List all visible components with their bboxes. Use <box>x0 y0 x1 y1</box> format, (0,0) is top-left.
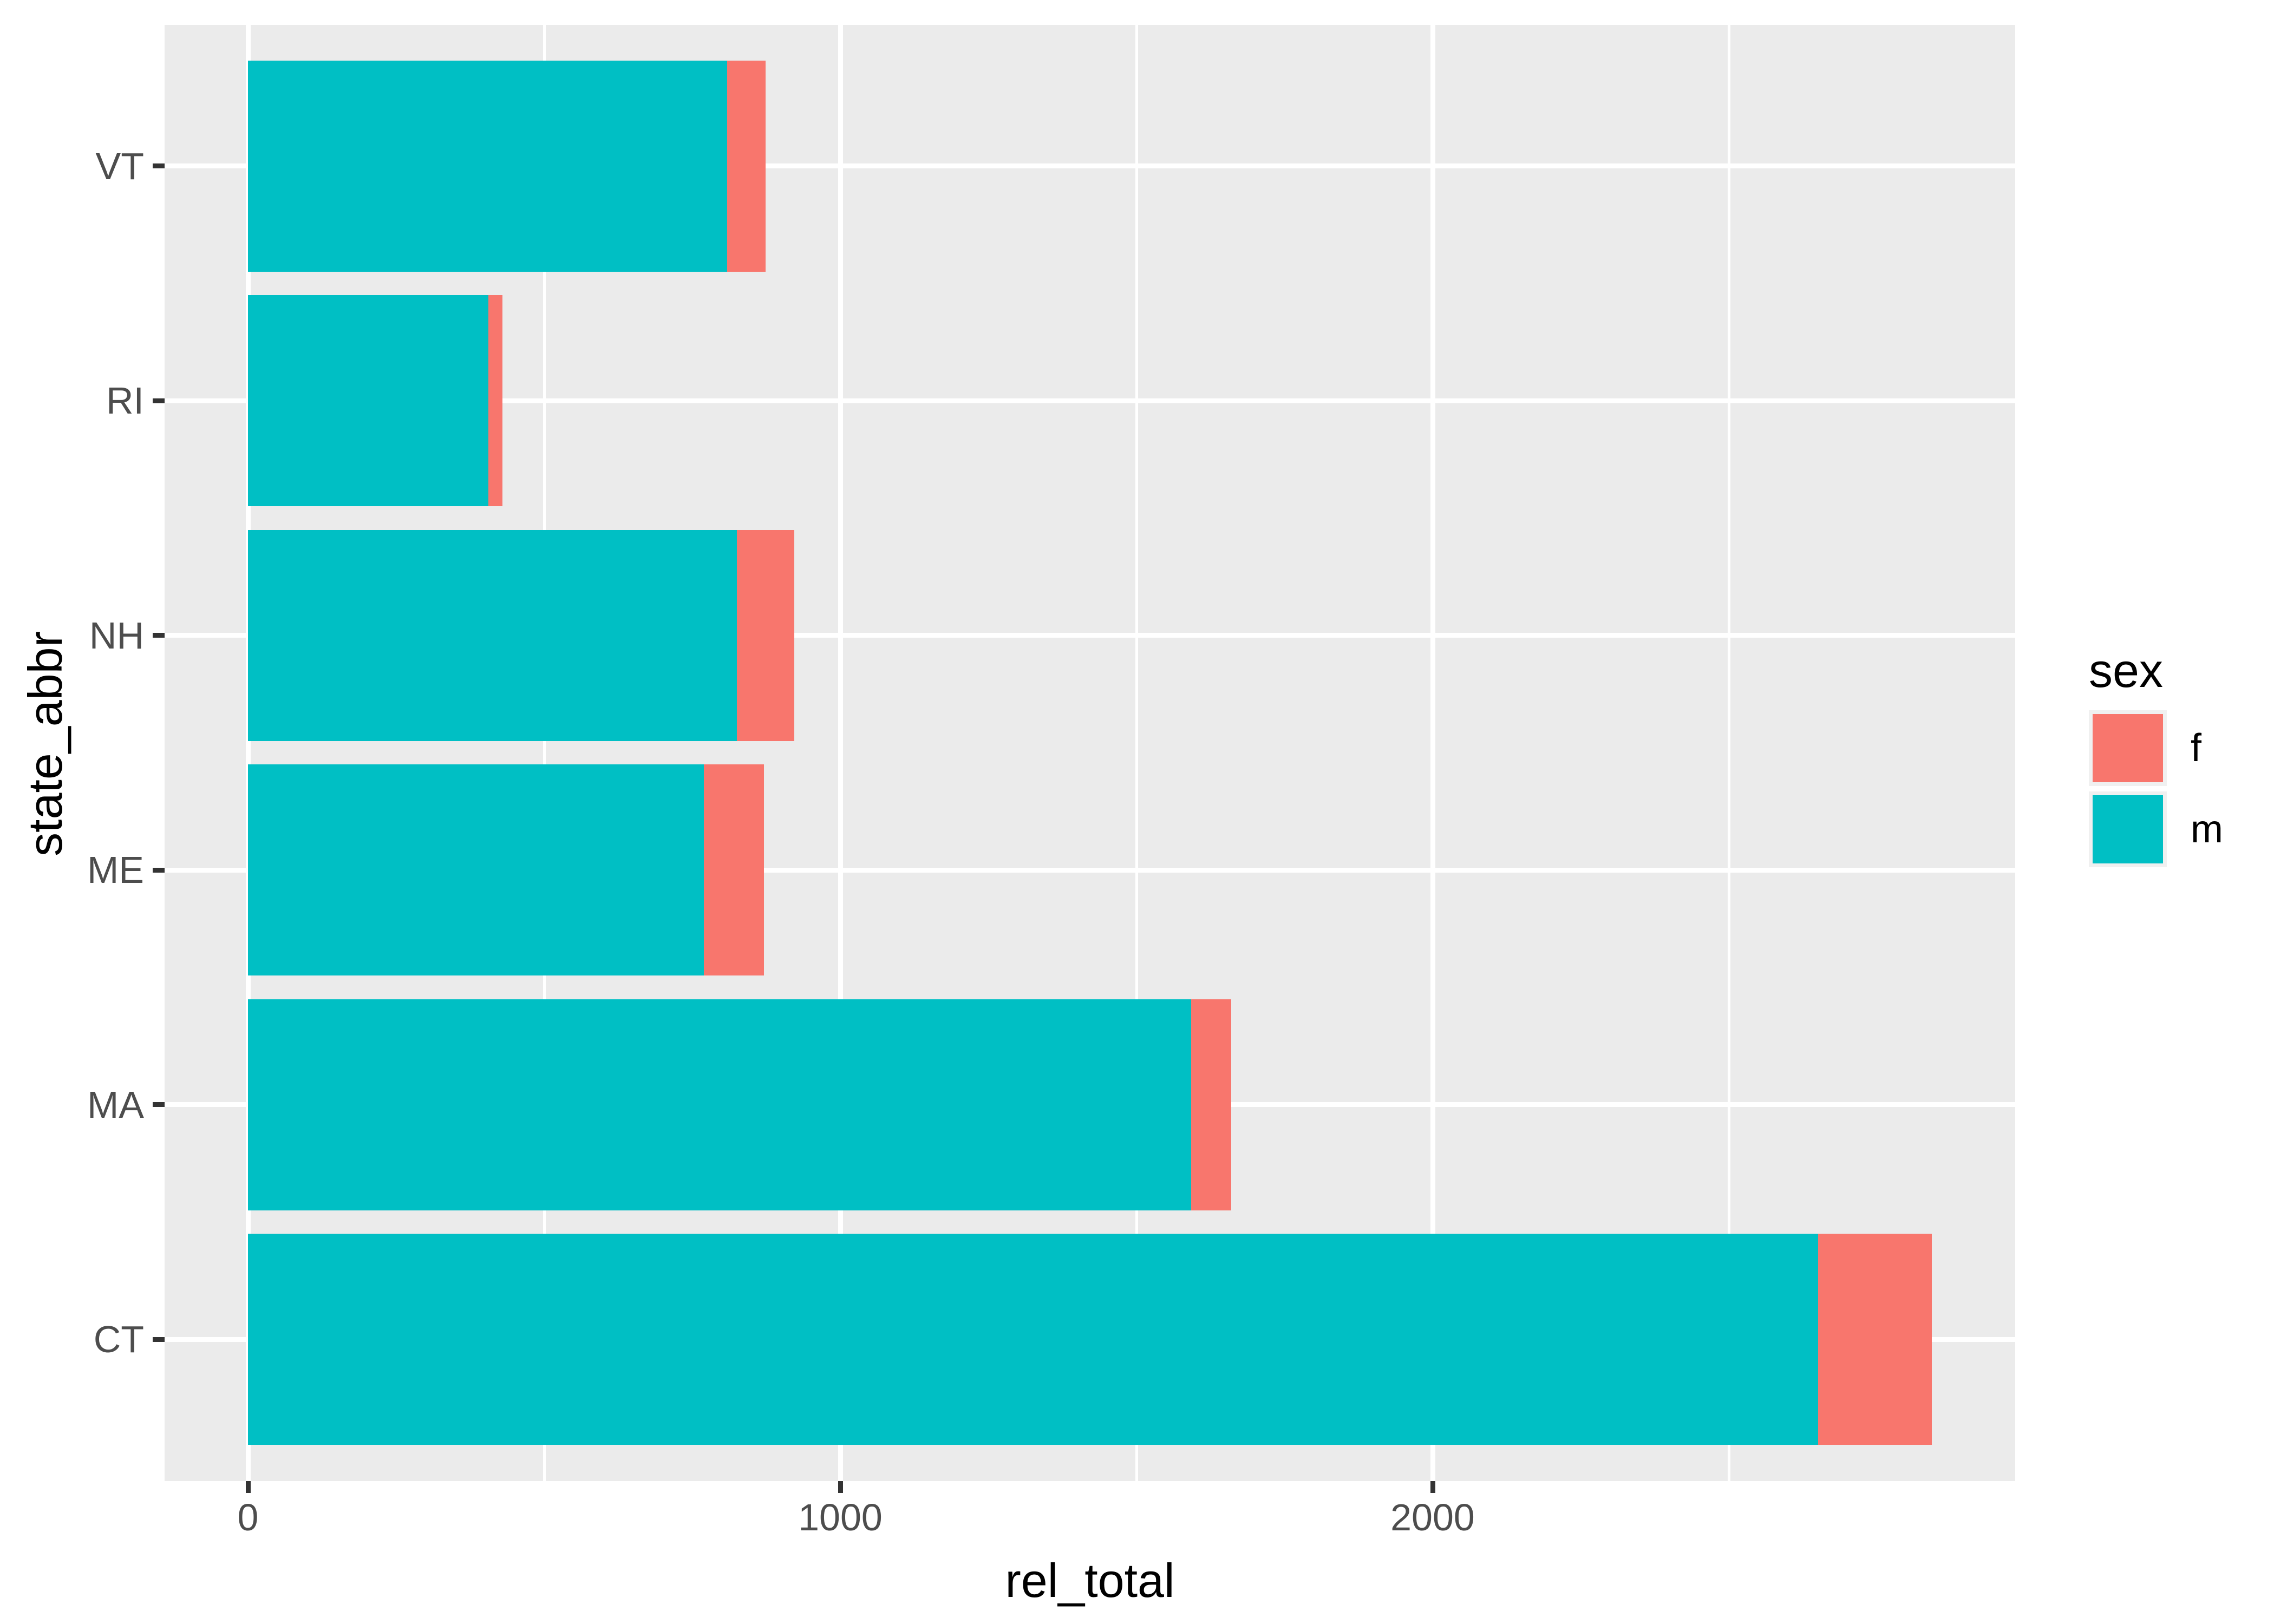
y-axis-tick-ME <box>153 867 165 873</box>
major-gridline-y-RI <box>165 398 2015 403</box>
legend-key-f <box>2089 710 2167 786</box>
bar-ME-f <box>704 764 764 975</box>
major-gridline-x-2000 <box>1430 25 1435 1481</box>
minor-gridline-x-2500 <box>1727 25 1730 1481</box>
bar-CT-f <box>1818 1234 1932 1445</box>
y-tick-label-NH: NH <box>89 614 144 657</box>
y-axis-tick-VT <box>153 163 165 168</box>
bar-ME-m <box>248 764 704 975</box>
minor-gridline-x-1500 <box>1135 25 1138 1481</box>
legend-swatch-m <box>2093 795 2163 863</box>
y-axis-title: state_abbr <box>18 631 72 856</box>
plot-panel <box>165 25 2015 1481</box>
y-axis-tick-RI <box>153 398 165 403</box>
legend-label-m: m <box>2191 808 2223 851</box>
major-gridline-x-1000 <box>838 25 843 1481</box>
y-tick-label-ME: ME <box>87 849 144 891</box>
legend-swatch-f <box>2093 714 2163 782</box>
major-gridline-y-ME <box>165 867 2015 873</box>
legend-title: sex <box>2089 644 2163 697</box>
y-tick-label-CT: CT <box>93 1318 144 1360</box>
x-tick-label-1000: 1000 <box>798 1496 883 1538</box>
y-tick-label-RI: RI <box>106 379 144 422</box>
bar-CT-m <box>248 1234 1819 1445</box>
x-tick-label-0: 0 <box>237 1496 259 1538</box>
y-axis-tick-MA <box>153 1102 165 1107</box>
bar-MA-f <box>1191 999 1232 1210</box>
legend-key-m <box>2089 791 2167 867</box>
bar-NH-m <box>248 529 737 741</box>
major-gridline-x-0 <box>245 25 251 1481</box>
legend-label-f: f <box>2191 726 2202 770</box>
x-axis-tick-0 <box>245 1481 251 1493</box>
y-tick-label-MA: MA <box>87 1083 144 1126</box>
bar-VT-f <box>727 60 766 272</box>
minor-gridline-x-500 <box>543 25 546 1481</box>
bar-RI-f <box>488 295 503 506</box>
y-tick-label-VT: VT <box>95 145 144 187</box>
bar-VT-m <box>248 60 728 272</box>
x-axis-tick-1000 <box>838 1481 843 1493</box>
major-gridline-y-NH <box>165 633 2015 638</box>
major-gridline-y-VT <box>165 163 2015 168</box>
x-axis-title: rel_total <box>1005 1554 1175 1607</box>
x-axis-tick-2000 <box>1430 1481 1435 1493</box>
bar-MA-m <box>248 999 1191 1210</box>
y-axis-tick-NH <box>153 633 165 638</box>
bar-NH-f <box>736 529 794 741</box>
y-axis-tick-CT <box>153 1337 165 1342</box>
bar-RI-m <box>248 295 489 506</box>
x-tick-label-2000: 2000 <box>1390 1496 1475 1538</box>
